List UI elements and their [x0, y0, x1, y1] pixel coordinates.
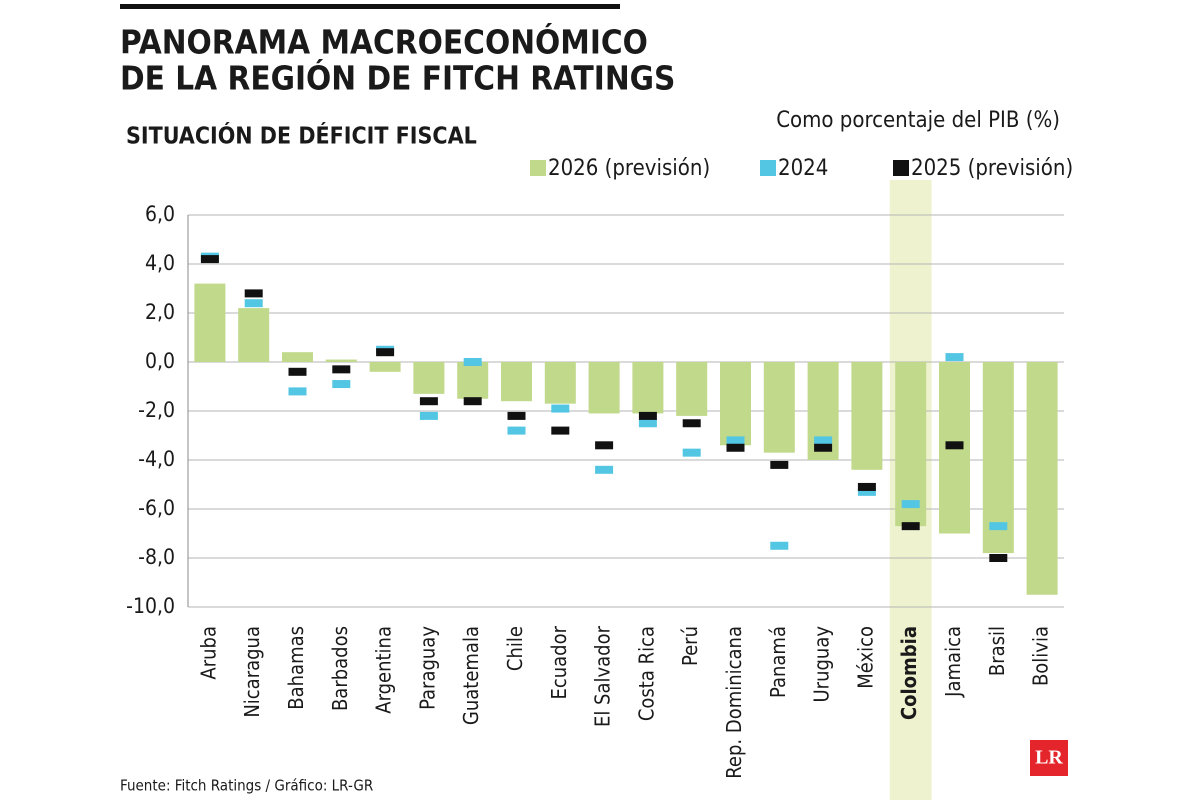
legend-label: 2024	[778, 156, 828, 181]
x-tick-label: Perú	[678, 626, 702, 666]
marker	[507, 426, 526, 435]
marker	[332, 365, 351, 374]
x-tick-label: Rep. Dominicana	[722, 626, 746, 779]
marker	[770, 541, 789, 550]
x-tick-label: Bolivia	[1029, 626, 1053, 686]
bar	[895, 362, 927, 527]
marker	[463, 358, 482, 366]
bar	[282, 352, 313, 362]
marker	[638, 411, 657, 420]
marker	[288, 387, 307, 396]
x-tick-label: Guatemala	[459, 626, 483, 725]
logo: LR	[1035, 747, 1063, 769]
y-tick-label: -8,0	[138, 545, 175, 569]
marker	[901, 522, 920, 531]
x-tick-label: Costa Rica	[634, 626, 658, 721]
x-tick-label: Panamá	[766, 626, 790, 698]
x-tick-label: El Salvador	[591, 625, 615, 727]
bar	[194, 283, 226, 362]
x-tick-label: México	[853, 626, 877, 689]
chart-title: DE LA REGIÓN DE FITCH RATINGS	[120, 58, 675, 98]
x-tick-label: Barbados	[328, 626, 352, 711]
marker	[463, 397, 482, 406]
x-tick-label: Paraguay	[415, 626, 439, 710]
marker	[682, 419, 701, 428]
bar	[720, 362, 751, 446]
legend-label: 2025 (previsión)	[911, 156, 1073, 181]
bar	[1026, 362, 1058, 595]
x-tick-label: Chile	[503, 626, 527, 671]
unit-label: Como porcentaje del PIB (%)	[776, 108, 1060, 133]
marker	[376, 348, 395, 357]
bar	[544, 362, 576, 404]
legend-label: 2026 (previsión)	[548, 156, 710, 181]
marker	[945, 353, 964, 362]
bar	[763, 362, 795, 453]
marker	[814, 443, 833, 452]
x-tick-label: Brasil	[985, 626, 1009, 676]
y-tick-label: 2,0	[145, 300, 175, 324]
legend-swatch	[530, 160, 546, 176]
bar	[632, 362, 664, 414]
y-tick-label: 4,0	[145, 251, 175, 275]
marker	[989, 554, 1008, 562]
bar	[325, 359, 357, 362]
marker	[638, 419, 657, 428]
x-tick-label: Argentina	[372, 626, 396, 714]
marker	[682, 448, 701, 457]
x-tick-label: Bahamas	[284, 626, 308, 710]
legend-swatch	[893, 160, 909, 176]
y-tick-label: -2,0	[138, 398, 175, 422]
marker	[200, 255, 219, 264]
chart-subtitle: SITUACIÓN DE DÉFICIT FISCAL	[126, 122, 477, 150]
bar	[676, 362, 708, 416]
marker	[770, 460, 789, 469]
marker	[989, 522, 1008, 531]
marker	[419, 397, 438, 406]
x-tick-label: Jamaica	[941, 626, 965, 698]
x-tick-label: Colombia	[897, 626, 921, 720]
marker	[857, 482, 876, 491]
x-tick-label: Aruba	[196, 626, 220, 680]
y-tick-label: 6,0	[145, 202, 175, 226]
marker	[419, 411, 438, 420]
marker	[551, 404, 570, 413]
marker	[244, 289, 263, 298]
marker	[857, 487, 876, 496]
marker	[901, 500, 920, 509]
marker	[595, 465, 614, 474]
bar	[413, 362, 445, 394]
marker	[726, 443, 745, 452]
marker	[507, 411, 526, 420]
bar	[982, 362, 1014, 554]
marker	[551, 426, 570, 435]
x-tick-label: Nicaragua	[240, 626, 264, 718]
marker	[332, 380, 351, 389]
bar	[851, 362, 883, 470]
marker	[945, 441, 964, 450]
legend-swatch	[760, 160, 776, 176]
marker	[595, 441, 614, 450]
chart-title: PANORAMA MACROECONÓMICO	[120, 22, 648, 62]
x-tick-label: Uruguay	[810, 626, 834, 703]
y-tick-label: -10,0	[126, 594, 175, 618]
marker	[244, 299, 263, 308]
bar	[238, 308, 270, 362]
marker	[288, 367, 307, 376]
bar	[457, 362, 489, 399]
top-rule	[120, 4, 620, 9]
marker	[814, 436, 833, 445]
bar	[369, 362, 401, 372]
source: Fuente: Fitch Ratings / Gráfico: LR-GR	[120, 777, 373, 795]
marker	[726, 436, 745, 445]
logo-box	[1030, 740, 1068, 776]
y-tick-label: -6,0	[138, 496, 175, 520]
y-tick-label: -4,0	[138, 447, 175, 471]
y-tick-label: 0,0	[145, 349, 175, 373]
x-tick-label: Ecuador	[547, 625, 571, 699]
bar	[501, 362, 532, 402]
bar	[588, 362, 620, 414]
